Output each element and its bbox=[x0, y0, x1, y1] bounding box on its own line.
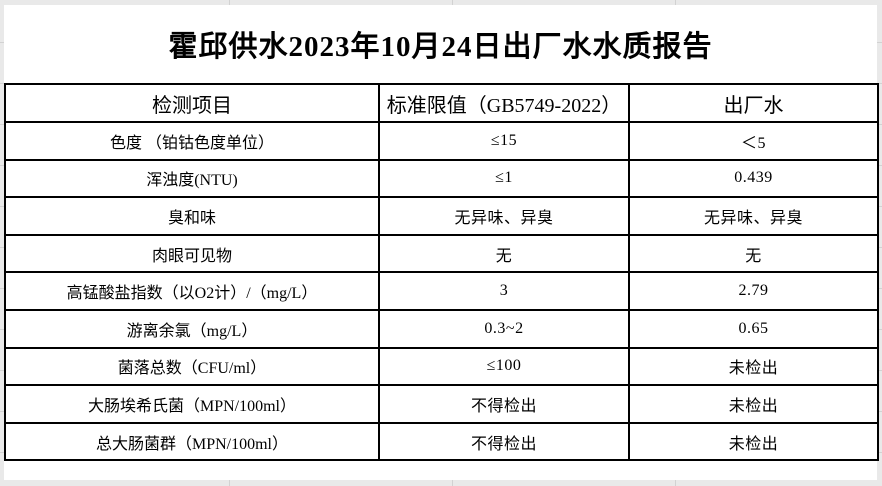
test-item-cell: 臭和味 bbox=[4, 196, 380, 236]
result-cell: 0.65 bbox=[628, 308, 879, 349]
result-cell: 未检出 bbox=[628, 384, 879, 424]
limit-cell: ≤15 bbox=[378, 121, 630, 161]
limit-cell: 无异味、异臭 bbox=[378, 196, 630, 236]
table-row: 菌落总数（CFU/ml） ≤100 未检出 bbox=[4, 346, 879, 387]
test-item-cell: 总大肠菌群（MPN/100ml） bbox=[4, 421, 380, 462]
table-row: 大肠埃希氏菌（MPN/100ml） 不得检出 未检出 bbox=[4, 384, 879, 424]
table-row: 总大肠菌群（MPN/100ml） 不得检出 未检出 bbox=[4, 421, 879, 462]
column-header-standard-limit: 标准限值（GB5749-2022） bbox=[378, 83, 630, 123]
result-cell: 无异味、异臭 bbox=[628, 196, 879, 236]
test-item-cell: 色度 （铂钴色度单位） bbox=[4, 121, 380, 161]
table-row: 高锰酸盐指数（以O2计）/（mg/L） 3 2.79 bbox=[4, 271, 879, 311]
limit-cell: 无 bbox=[378, 233, 630, 274]
report-sheet: 霍邱供水2023年10月24日出厂水水质报告 检测项目 标准限值（GB5749-… bbox=[4, 5, 879, 480]
result-cell: ＜5 bbox=[628, 121, 879, 161]
limit-cell: 不得检出 bbox=[378, 421, 630, 462]
limit-cell: ≤1 bbox=[378, 158, 630, 199]
result-cell: 未检出 bbox=[628, 346, 879, 387]
test-item-cell: 大肠埃希氏菌（MPN/100ml） bbox=[4, 384, 380, 424]
result-cell: 2.79 bbox=[628, 271, 879, 311]
water-quality-table: 检测项目 标准限值（GB5749-2022） 出厂水 色度 （铂钴色度单位） ≤… bbox=[4, 83, 879, 462]
test-item-cell: 游离余氯（mg/L） bbox=[4, 308, 380, 349]
limit-cell: 不得检出 bbox=[378, 384, 630, 424]
table-row: 色度 （铂钴色度单位） ≤15 ＜5 bbox=[4, 121, 879, 161]
table-row: 臭和味 无异味、异臭 无异味、异臭 bbox=[4, 196, 879, 236]
result-cell: 0.439 bbox=[628, 158, 879, 199]
limit-cell: 0.3~2 bbox=[378, 308, 630, 349]
test-item-cell: 菌落总数（CFU/ml） bbox=[4, 346, 380, 387]
test-item-cell: 高锰酸盐指数（以O2计）/（mg/L） bbox=[4, 271, 380, 311]
limit-cell: 3 bbox=[378, 271, 630, 311]
column-header-test-item: 检测项目 bbox=[4, 83, 380, 123]
test-item-cell: 肉眼可见物 bbox=[4, 233, 380, 274]
header-row: 检测项目 标准限值（GB5749-2022） 出厂水 bbox=[4, 83, 879, 123]
column-header-finished-water: 出厂水 bbox=[628, 83, 879, 123]
limit-cell: ≤100 bbox=[378, 346, 630, 387]
result-cell: 未检出 bbox=[628, 421, 879, 462]
test-item-cell: 浑浊度(NTU) bbox=[4, 158, 380, 199]
result-cell: 无 bbox=[628, 233, 879, 274]
table-row: 游离余氯（mg/L） 0.3~2 0.65 bbox=[4, 308, 879, 349]
report-title: 霍邱供水2023年10月24日出厂水水质报告 bbox=[168, 31, 713, 63]
table-row: 肉眼可见物 无 无 bbox=[4, 233, 879, 274]
table-row: 浑浊度(NTU) ≤1 0.439 bbox=[4, 158, 879, 199]
